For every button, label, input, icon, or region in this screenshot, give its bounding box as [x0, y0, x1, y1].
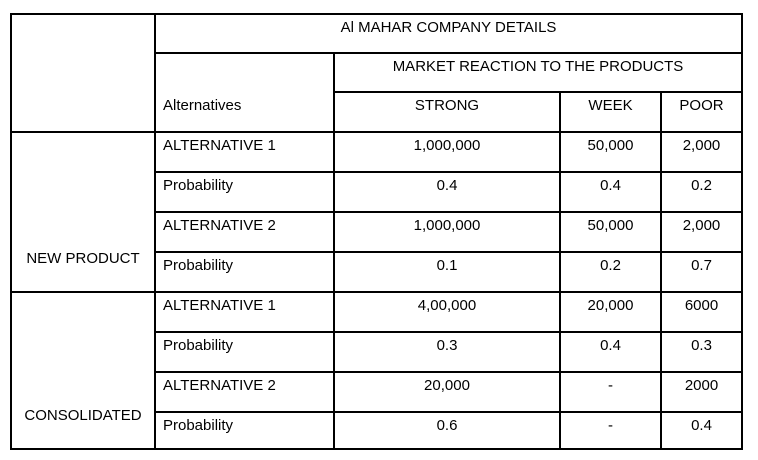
col-header-strong: STRONG: [333, 91, 561, 133]
value-cell: 2000: [660, 371, 743, 413]
table-row: Probability 0.6 - 0.4: [11, 411, 743, 450]
table-row: Probability 0.1 0.2 0.7: [11, 251, 743, 293]
value-cell: 50,000: [559, 211, 662, 253]
table-row: STRONG WEEK POOR: [11, 91, 743, 133]
value-cell: 0.3: [333, 331, 561, 373]
table-row: ALTERNATIVE 2 1,000,000 50,000 2,000: [11, 211, 743, 253]
value-cell: 2,000: [660, 211, 743, 253]
table-row: Al MAHAR COMPANY DETAILS: [10, 13, 743, 133]
value-cell: 20,000: [333, 371, 561, 413]
value-cell: 6000: [660, 291, 743, 333]
value-cell: 0.2: [660, 171, 743, 213]
alternatives-header: Alternatives: [154, 52, 335, 133]
row-label: ALTERNATIVE 2: [154, 211, 335, 253]
value-cell: 0.4: [660, 411, 743, 450]
market-reaction-header: MARKET REACTION TO THE PRODUCTS: [333, 52, 743, 93]
row-label: Probability: [154, 171, 335, 213]
group-label-consolidated: CONSOLIDATED: [10, 291, 156, 450]
group-label-new-product: NEW PRODUCT: [10, 131, 156, 293]
value-cell: 0.4: [559, 331, 662, 373]
value-cell: 20,000: [559, 291, 662, 333]
value-cell: 0.4: [333, 171, 561, 213]
table-row: Probability 0.3 0.4 0.3: [11, 331, 743, 373]
value-cell: 0.7: [660, 251, 743, 293]
value-cell: 0.3: [660, 331, 743, 373]
row-label: ALTERNATIVE 2: [154, 371, 335, 413]
row-label: Probability: [154, 251, 335, 293]
value-cell: 0.6: [333, 411, 561, 450]
row-label: ALTERNATIVE 1: [154, 131, 335, 173]
col-header-poor: POOR: [660, 91, 743, 133]
value-cell: -: [559, 371, 662, 413]
value-cell: 0.1: [333, 251, 561, 293]
value-cell: -: [559, 411, 662, 450]
table-title: Al MAHAR COMPANY DETAILS: [154, 13, 743, 54]
value-cell: 50,000: [559, 131, 662, 173]
company-decision-table: Al MAHAR COMPANY DETAILS Alternatives MA…: [10, 13, 743, 450]
value-cell: 0.2: [559, 251, 662, 293]
table-row: ALTERNATIVE 2 20,000 - 2000: [11, 371, 743, 413]
row-label: Probability: [154, 411, 335, 450]
table-row: CONSOLIDATED ALTERNATIVE 1 4,00,000 20,0…: [10, 291, 743, 450]
corner-empty-cell: [10, 13, 156, 133]
value-cell: 0.4: [559, 171, 662, 213]
row-label: Probability: [154, 331, 335, 373]
value-cell: 1,000,000: [333, 131, 561, 173]
table-row: Alternatives MARKET REACTION TO THE PROD…: [11, 52, 743, 133]
value-cell: 2,000: [660, 131, 743, 173]
value-cell: 4,00,000: [333, 291, 561, 333]
row-label: ALTERNATIVE 1: [154, 291, 335, 333]
table-row: Probability 0.4 0.4 0.2: [11, 171, 743, 213]
value-cell: 1,000,000: [333, 211, 561, 253]
col-header-week: WEEK: [559, 91, 662, 133]
table-row: NEW PRODUCT ALTERNATIVE 1 1,000,000 50,0…: [10, 131, 743, 293]
